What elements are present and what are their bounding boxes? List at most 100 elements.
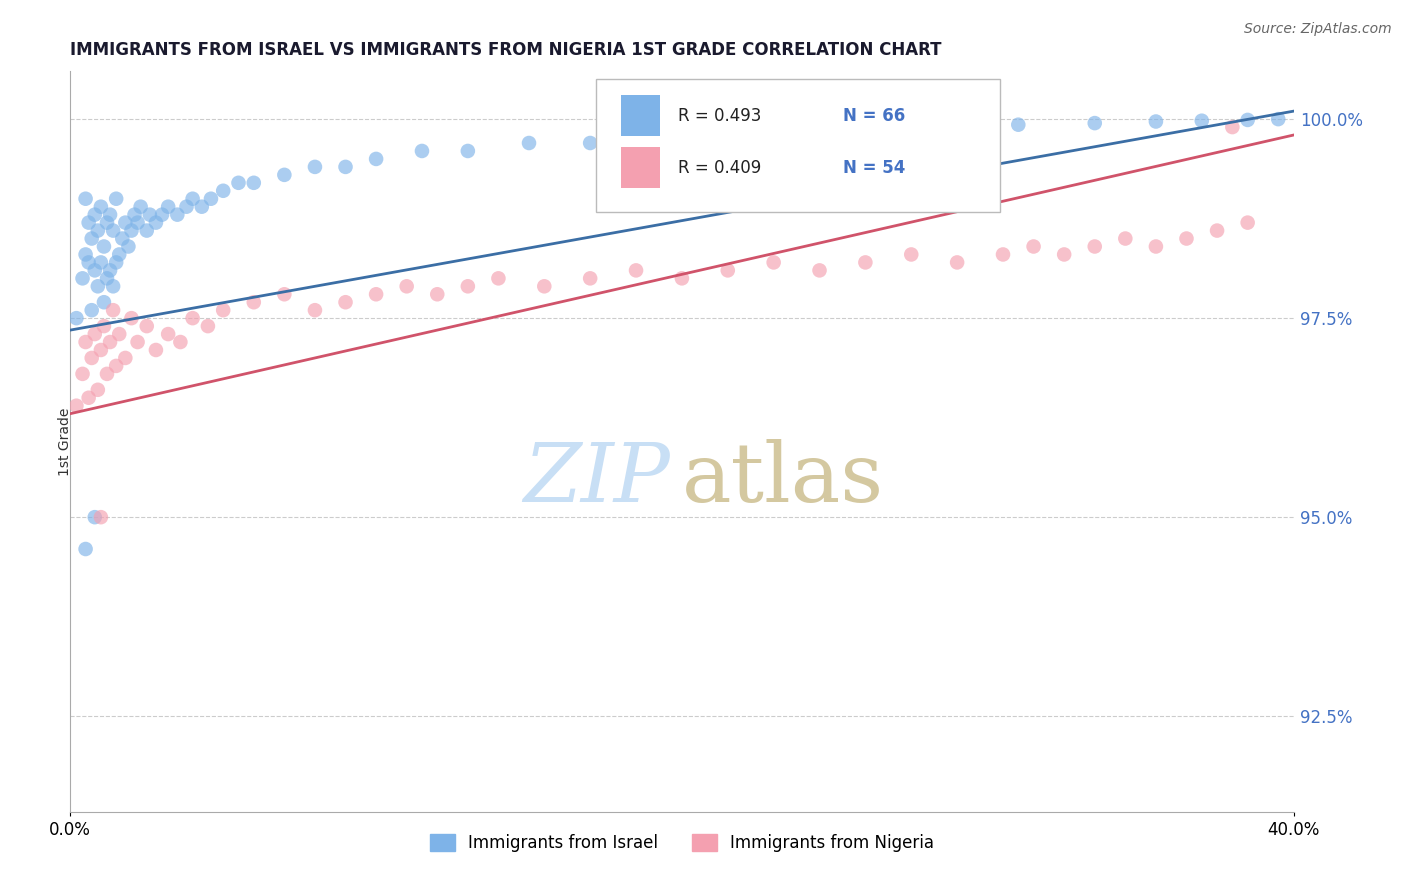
Point — [181, 311, 204, 326]
Point — [243, 176, 266, 190]
Text: N = 54: N = 54 — [844, 159, 905, 177]
Point — [114, 216, 136, 230]
FancyBboxPatch shape — [596, 78, 1000, 212]
Text: atlas: atlas — [682, 439, 884, 518]
Point — [77, 255, 100, 269]
Point — [145, 343, 167, 357]
Point — [98, 208, 121, 222]
Point — [135, 223, 157, 237]
Point — [517, 136, 540, 150]
Point — [96, 367, 118, 381]
Point — [855, 255, 877, 269]
Point — [93, 295, 115, 310]
Point — [366, 152, 388, 166]
Point — [96, 271, 118, 285]
Point — [135, 319, 157, 334]
Point — [624, 263, 647, 277]
Point — [411, 144, 433, 158]
Point — [108, 327, 131, 342]
Point — [65, 311, 87, 326]
Point — [1220, 120, 1243, 134]
Point — [121, 223, 143, 237]
Point — [75, 334, 97, 349]
Point — [1206, 223, 1229, 237]
Point — [243, 295, 266, 310]
Point — [105, 359, 128, 373]
Point — [157, 200, 180, 214]
Point — [114, 351, 136, 365]
Point — [1236, 112, 1258, 127]
Point — [75, 247, 97, 261]
Point — [166, 208, 188, 222]
Text: R = 0.493: R = 0.493 — [678, 107, 762, 125]
Point — [212, 184, 235, 198]
Point — [273, 287, 295, 301]
Point — [127, 334, 149, 349]
Point — [83, 510, 105, 524]
Point — [1144, 239, 1167, 253]
Point — [671, 271, 693, 285]
Point — [991, 247, 1014, 261]
Point — [778, 124, 800, 138]
Point — [101, 279, 124, 293]
Point — [533, 279, 555, 293]
Point — [273, 168, 295, 182]
Point — [87, 223, 110, 237]
Point — [304, 303, 326, 318]
Point — [93, 239, 115, 253]
Text: IMMIGRANTS FROM ISRAEL VS IMMIGRANTS FROM NIGERIA 1ST GRADE CORRELATION CHART: IMMIGRANTS FROM ISRAEL VS IMMIGRANTS FRO… — [70, 41, 942, 59]
Text: Source: ZipAtlas.com: Source: ZipAtlas.com — [1244, 22, 1392, 37]
Point — [105, 192, 128, 206]
Point — [855, 120, 877, 134]
Point — [80, 351, 103, 365]
Point — [121, 311, 143, 326]
Point — [80, 231, 103, 245]
Point — [1114, 231, 1136, 245]
Point — [1022, 239, 1045, 253]
Point — [101, 223, 124, 237]
Point — [191, 200, 214, 214]
Point — [1007, 118, 1029, 132]
Point — [395, 279, 418, 293]
Point — [488, 271, 510, 285]
Text: R = 0.409: R = 0.409 — [678, 159, 762, 177]
Point — [72, 271, 94, 285]
Point — [169, 334, 191, 349]
Point — [96, 216, 118, 230]
Point — [900, 247, 922, 261]
Point — [90, 343, 112, 357]
Point — [197, 319, 219, 334]
Point — [946, 255, 969, 269]
Point — [108, 247, 131, 261]
Point — [127, 216, 149, 230]
Point — [105, 255, 128, 269]
Point — [1175, 231, 1198, 245]
Text: ZIP: ZIP — [523, 439, 669, 518]
Bar — [621, 95, 659, 136]
Point — [87, 279, 110, 293]
Point — [83, 327, 105, 342]
Point — [93, 319, 115, 334]
Point — [83, 263, 105, 277]
Point — [90, 255, 112, 269]
Point — [117, 239, 139, 253]
Point — [90, 200, 112, 214]
Point — [335, 295, 357, 310]
Point — [702, 128, 724, 142]
Point — [1267, 112, 1289, 127]
Point — [72, 367, 94, 381]
Point — [1144, 114, 1167, 128]
Point — [176, 200, 198, 214]
Point — [304, 160, 326, 174]
Point — [124, 208, 146, 222]
Point — [640, 128, 662, 142]
Point — [77, 216, 100, 230]
Point — [808, 263, 831, 277]
Point — [717, 263, 740, 277]
Point — [80, 303, 103, 318]
Point — [98, 263, 121, 277]
Point — [1236, 216, 1258, 230]
Point — [228, 176, 250, 190]
Point — [335, 160, 357, 174]
Point — [1084, 239, 1107, 253]
